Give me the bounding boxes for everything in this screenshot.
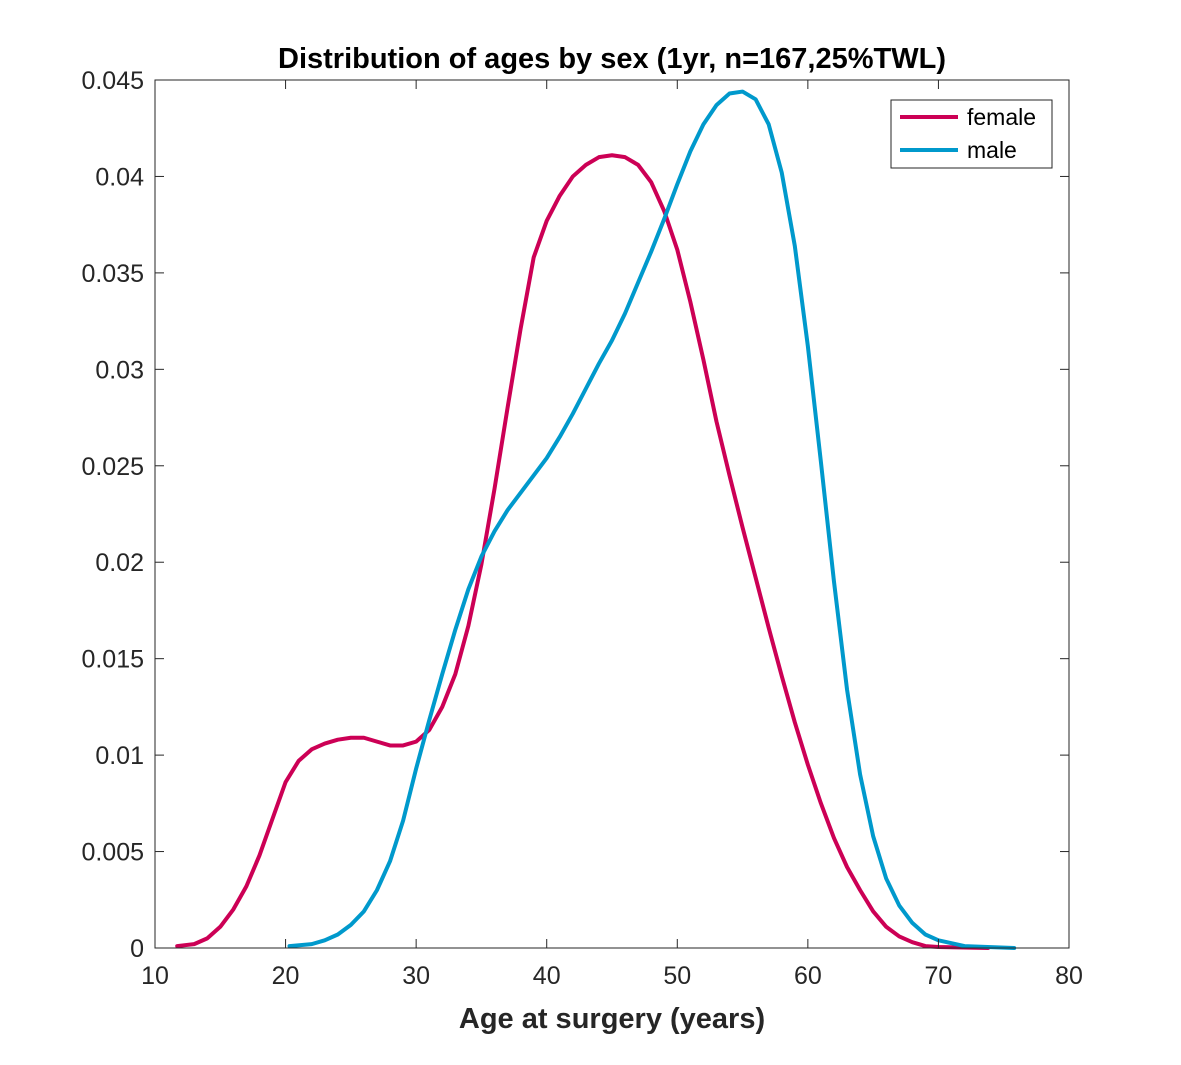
y-tick-label: 0.01	[95, 742, 144, 770]
tick-labels-layer: 10 20 30 40 50 60 70 80 0 0.005 0.01 0.015 0.02 0.025…	[81, 67, 1082, 990]
series-line-female	[175, 153, 991, 950]
series-layer	[175, 89, 1017, 950]
legend-label-female: female	[967, 104, 1036, 130]
y-tick-label: 0.045	[81, 67, 144, 95]
legend-box	[890, 99, 1053, 169]
x-tick-label: 60	[794, 962, 822, 990]
x-tick-label: 70	[925, 962, 953, 990]
series-line-male	[287, 89, 1017, 950]
legend: female male	[890, 99, 1053, 169]
x-tick-label: 50	[663, 962, 691, 990]
y-tick-label: 0	[130, 935, 144, 963]
x-tick-label: 10	[141, 962, 169, 990]
y-tick-label: 0.04	[95, 163, 144, 191]
y-tick-label: 0.005	[81, 839, 144, 867]
ticks-layer	[154, 79, 1070, 949]
chart-title: Distribution of ages by sex (1yr, n=167,…	[278, 43, 946, 75]
x-tick-label: 40	[533, 962, 561, 990]
x-axis-title: Age at surgery (years)	[459, 1003, 765, 1035]
y-tick-label: 0.03	[95, 356, 144, 384]
y-tick-label: 0.02	[95, 549, 144, 577]
y-tick-label: 0.015	[81, 646, 144, 674]
x-tick-label: 20	[272, 962, 300, 990]
plot-area	[155, 80, 1069, 948]
axes-box	[154, 79, 1070, 949]
x-tick-label: 80	[1055, 962, 1083, 990]
legend-label-male: male	[967, 137, 1017, 163]
y-tick-label: 0.035	[81, 260, 144, 288]
x-tick-label: 30	[402, 962, 430, 990]
y-tick-label: 0.025	[81, 453, 144, 481]
